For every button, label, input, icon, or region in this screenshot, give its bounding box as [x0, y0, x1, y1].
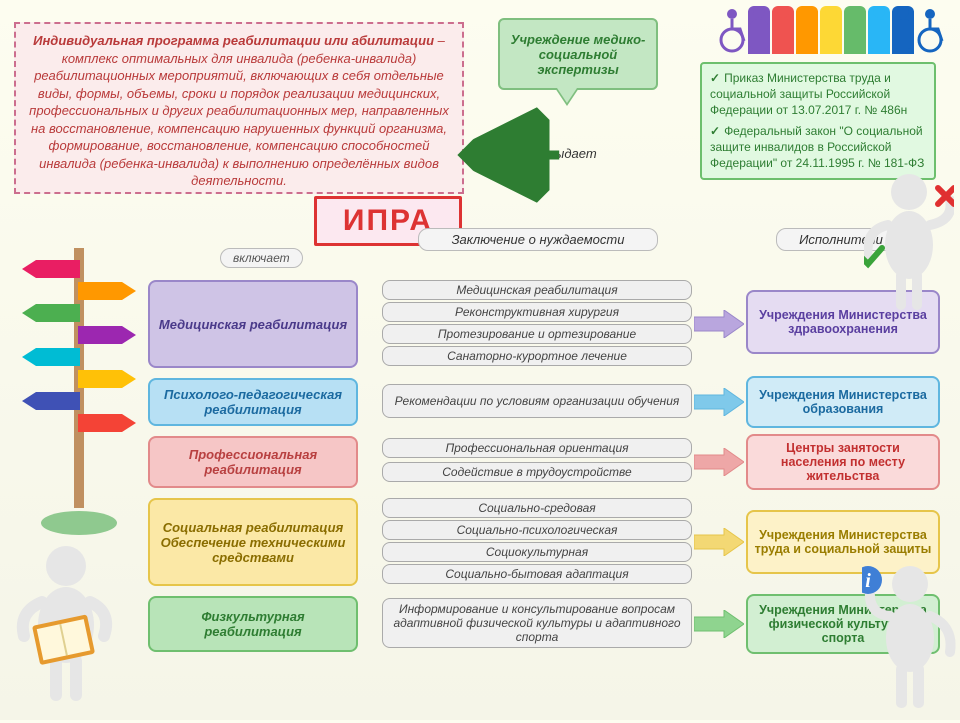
conclusion-header: Заключение о нуждаемости [418, 228, 658, 251]
person-icon [772, 6, 794, 54]
people-icons-row [718, 6, 944, 54]
category-box: Профессиональная реабилитация [148, 436, 358, 488]
detail-pill: Рекомендации по условиям организации обу… [382, 384, 692, 418]
right-arrow-icon [694, 448, 744, 476]
right-arrow-icon [694, 310, 744, 338]
detail-pill: Социокультурная [382, 542, 692, 562]
person-icon [748, 6, 770, 54]
detail-pill: Санаторно-курортное лечение [382, 346, 692, 366]
mannequin-check-x [864, 170, 954, 320]
definition-box: Индивидуальная программа реабилитации ил… [14, 22, 464, 194]
executor-box: Учреждения Министерства образования [746, 376, 940, 428]
category-box: Физкультурная реабилитация [148, 596, 358, 652]
detail-pill: Социально-средовая [382, 498, 692, 518]
definition-body: – комплекс оптимальных для инвалида (реб… [29, 33, 449, 188]
detail-pill: Социально-психологическая [382, 520, 692, 540]
svg-text:i: i [865, 570, 871, 592]
detail-pill: Медицинская реабилитация [382, 280, 692, 300]
detail-pill: Протезирование и ортезирование [382, 324, 692, 344]
includes-label: включает [220, 248, 303, 268]
detail-pill: Информирование и консультирование вопрос… [382, 598, 692, 648]
definition-title: Индивидуальная программа реабилитации ил… [33, 33, 434, 48]
executor-box: Центры занятости населения по месту жите… [746, 434, 940, 490]
person-icon [820, 6, 842, 54]
legal-item: ✓Приказ Министерства труда и социальной … [710, 70, 926, 119]
wheelchair-icon [916, 6, 944, 54]
category-box: Медицинская реабилитация [148, 280, 358, 368]
person-icon [892, 6, 914, 54]
person-icon [844, 6, 866, 54]
category-box: Социальная реабилитация Обеспечение техн… [148, 498, 358, 586]
institution-box: Учреждение медико-социальной экспертизы [498, 18, 658, 90]
detail-pill: Содействие в трудоустройстве [382, 462, 692, 482]
issues-arrow [457, 91, 584, 218]
detail-pill: Профессиональная ориентация [382, 438, 692, 458]
signpost-decoration [8, 248, 148, 548]
person-icon [868, 6, 890, 54]
legal-item: ✓Федеральный закон "О социальной защите … [710, 123, 926, 172]
detail-pill: Социально-бытовая адаптация [382, 564, 692, 584]
legal-box: ✓Приказ Министерства труда и социальной … [700, 62, 936, 180]
right-arrow-icon [694, 388, 744, 416]
right-arrow-icon [694, 528, 744, 556]
person-icon [796, 6, 818, 54]
detail-pill: Реконструктивная хирургия [382, 302, 692, 322]
institution-speech-tail [555, 88, 579, 106]
category-box: Психолого-педагогическая реабилитация [148, 378, 358, 426]
mannequin-reading [4, 540, 124, 710]
mannequin-info: i [862, 560, 958, 720]
right-arrow-icon [694, 610, 744, 638]
wheelchair-icon [718, 6, 746, 54]
